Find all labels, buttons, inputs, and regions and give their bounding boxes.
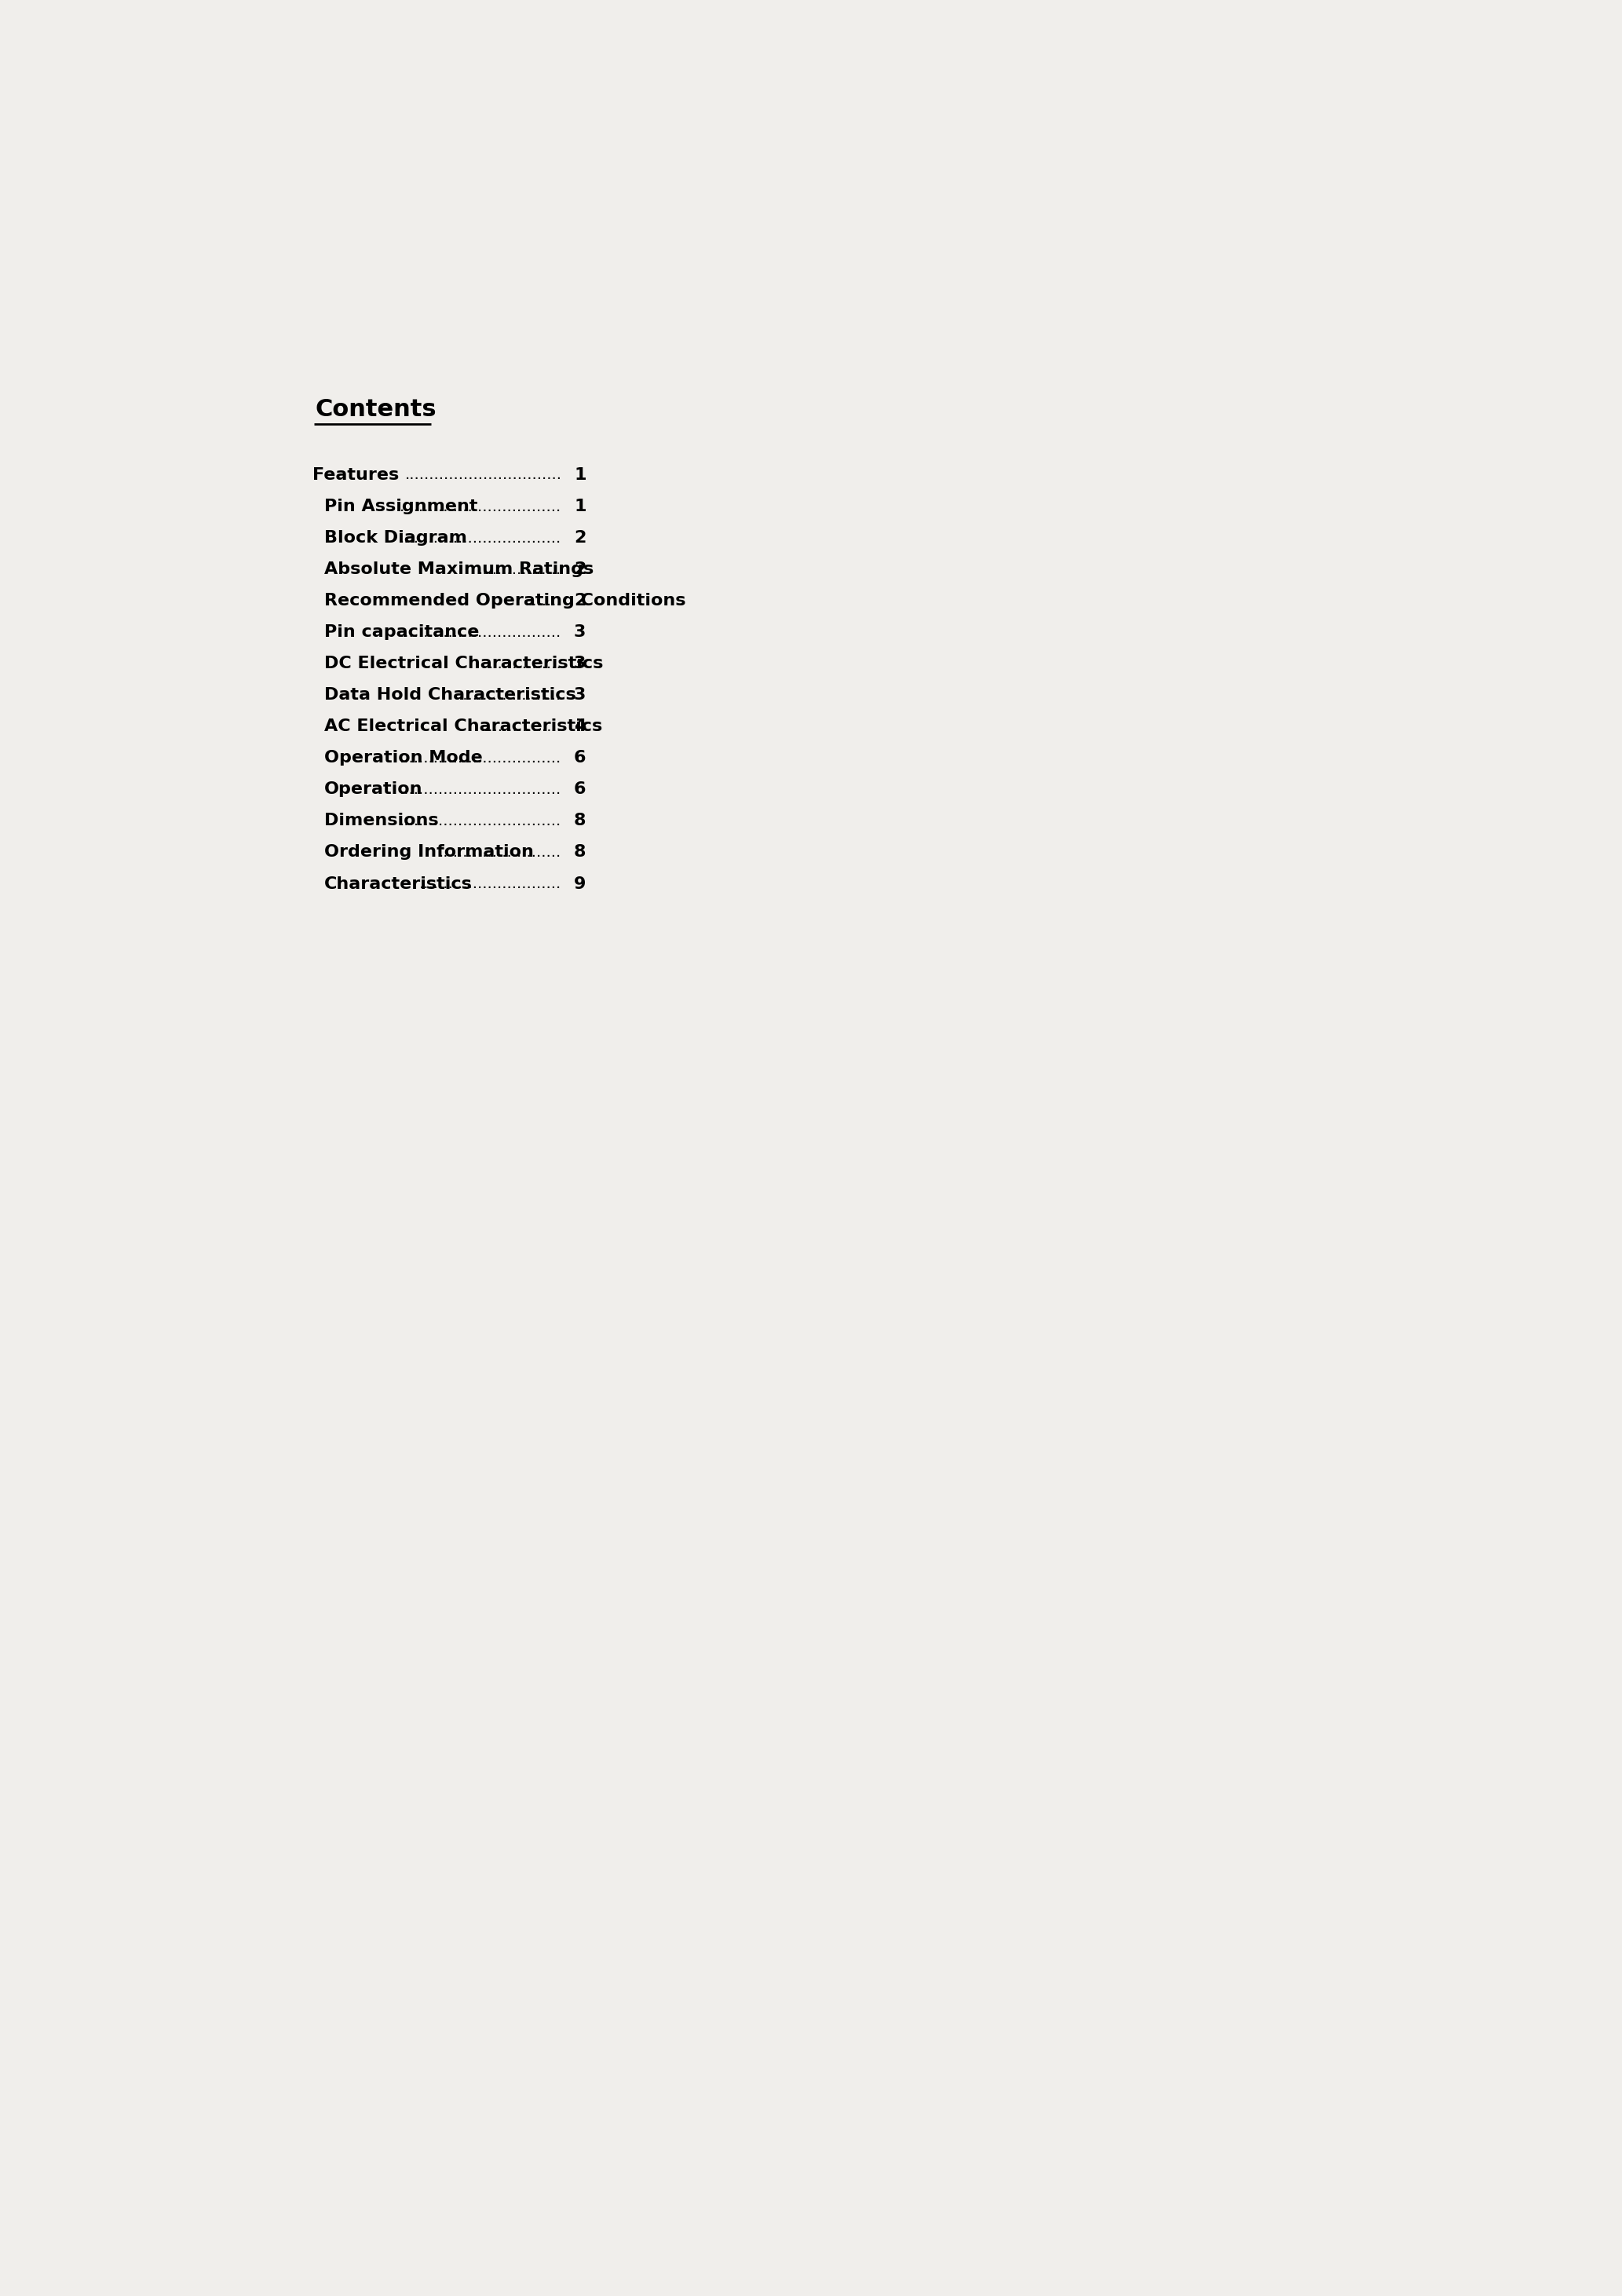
Text: 3: 3 [574, 687, 586, 703]
Text: Absolute Maximum Ratings: Absolute Maximum Ratings [324, 563, 594, 576]
Text: Block Diagram: Block Diagram [324, 530, 467, 546]
Text: .......: ....... [527, 592, 561, 608]
Text: .............................: ............................. [420, 877, 561, 891]
Text: ................: ................ [483, 719, 561, 735]
Text: 2: 2 [574, 592, 586, 608]
Text: .........................: ......................... [440, 845, 561, 859]
Text: Pin Assignment: Pin Assignment [324, 498, 478, 514]
Text: Operation: Operation [324, 781, 423, 797]
Text: 6: 6 [574, 751, 586, 767]
Text: Dimensions: Dimensions [324, 813, 440, 829]
Text: .................................: ................................. [399, 783, 561, 797]
Text: 6: 6 [574, 781, 586, 797]
Text: Characteristics: Characteristics [324, 875, 472, 891]
Text: 1: 1 [574, 498, 586, 514]
Text: Features: Features [313, 466, 399, 482]
Text: Ordering Information: Ordering Information [324, 845, 534, 861]
Text: ...............: ............... [488, 657, 561, 670]
Text: 1: 1 [574, 466, 586, 482]
Text: .................................: ................................. [399, 813, 561, 829]
Text: Operation Mode: Operation Mode [324, 751, 483, 767]
Text: .................................: ................................. [399, 530, 561, 546]
Text: .................................: ................................. [399, 625, 561, 641]
Text: 3: 3 [574, 625, 586, 641]
Text: Contents: Contents [315, 397, 436, 420]
Text: DC Electrical Characteristics: DC Electrical Characteristics [324, 657, 603, 670]
Text: 2: 2 [574, 563, 586, 576]
Text: Recommended Operating Conditions: Recommended Operating Conditions [324, 592, 686, 608]
Text: 9: 9 [574, 875, 586, 891]
Text: 3: 3 [574, 657, 586, 670]
Text: AC Electrical Characteristics: AC Electrical Characteristics [324, 719, 602, 735]
Text: 8: 8 [574, 845, 586, 861]
Text: 8: 8 [574, 813, 586, 829]
Text: .................: ................. [478, 563, 561, 576]
Text: 2: 2 [574, 530, 586, 546]
Text: Pin capacitance: Pin capacitance [324, 625, 480, 641]
Text: ................................: ................................ [406, 468, 561, 482]
Text: Data Hold Characteristics: Data Hold Characteristics [324, 687, 576, 703]
Text: .....................: ..................... [459, 689, 561, 703]
Text: .................................: ................................. [399, 751, 561, 765]
Text: 4: 4 [574, 719, 586, 735]
Text: .................................: ................................. [399, 498, 561, 514]
